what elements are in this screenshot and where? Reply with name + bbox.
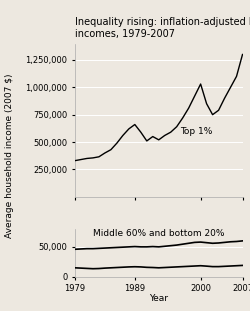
Text: Inequality rising: inflation-adjusted household
incomes, 1979-2007: Inequality rising: inflation-adjusted ho… (75, 17, 250, 39)
Text: Top 1%: Top 1% (180, 127, 212, 136)
Text: Middle 60% and bottom 20%: Middle 60% and bottom 20% (93, 229, 224, 238)
Text: Year: Year (149, 294, 168, 303)
Text: Average household income (2007 $): Average household income (2007 $) (6, 73, 15, 238)
